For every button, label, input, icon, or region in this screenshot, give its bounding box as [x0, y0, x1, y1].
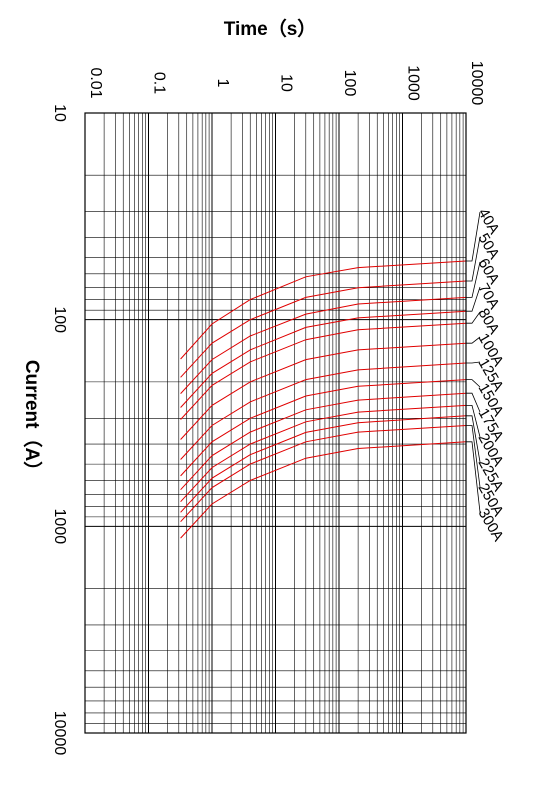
- curve-40A: [180, 260, 467, 360]
- time-tick-label: 0.1: [151, 72, 168, 94]
- leader-60A: [466, 261, 481, 298]
- leader-225A: [466, 415, 481, 463]
- curve-50A: [180, 280, 467, 378]
- time-tick-label: 100: [341, 70, 358, 97]
- curve-250A: [180, 425, 467, 523]
- leader-40A: [466, 211, 481, 262]
- curve-225A: [180, 415, 467, 513]
- current-tick-label: 1000: [51, 509, 68, 545]
- current-tick-label: 100: [51, 306, 68, 333]
- leader-70A: [466, 286, 481, 312]
- leader-80A: [466, 311, 481, 324]
- curve-300A: [180, 441, 467, 539]
- current-tick-label: 10000: [51, 711, 68, 756]
- plot-border: [84, 112, 467, 734]
- curve-150A: [180, 379, 467, 477]
- leader-125A: [466, 361, 481, 364]
- curve-80A: [180, 322, 467, 420]
- time-tick-label: 10: [278, 74, 295, 92]
- leader-200A: [466, 405, 481, 438]
- curve-125A: [180, 362, 467, 460]
- current-tick-label: 10: [51, 104, 68, 122]
- leader-150A: [466, 379, 481, 388]
- leader-100A: [466, 336, 481, 344]
- leader-300A: [466, 441, 481, 513]
- series-labels: 40A50A60A70A80A100A125A150A175A200A225A2…: [466, 206, 507, 544]
- time-tick-label: 0.01: [87, 67, 104, 98]
- leader-175A: [466, 392, 481, 413]
- curve-60A: [180, 296, 467, 394]
- curve-200A: [180, 404, 467, 503]
- y-axis-title: Time（s）: [224, 17, 317, 40]
- curve-175A: [180, 392, 467, 491]
- leader-50A: [466, 236, 481, 282]
- tick-labels: 0.01 0.1 1 10 100 1000 10000 10 100 1000 10000: [51, 61, 485, 756]
- grid: [84, 112, 466, 733]
- leader-250A: [466, 425, 481, 488]
- x-axis-title: Current（A）: [21, 360, 44, 480]
- curve-100A: [180, 342, 467, 440]
- curves: [180, 260, 467, 539]
- time-tick-label: 1: [214, 79, 231, 88]
- time-tick-label: 1000: [405, 65, 422, 101]
- time-tick-label: 10000: [468, 61, 485, 106]
- curve-70A: [180, 310, 467, 408]
